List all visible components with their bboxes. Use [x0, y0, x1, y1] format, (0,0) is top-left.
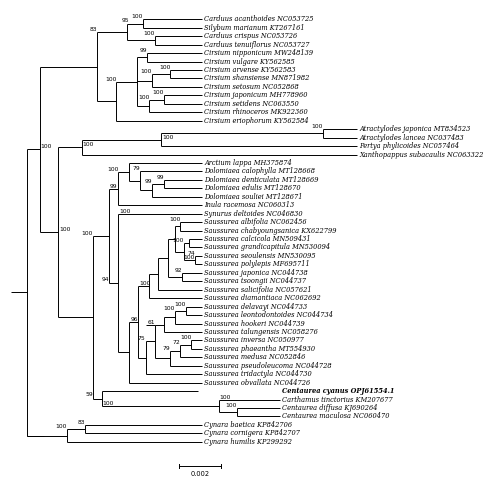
- Text: 100: 100: [144, 31, 155, 36]
- Text: Centaurea maculosa NC060470: Centaurea maculosa NC060470: [282, 412, 389, 421]
- Text: Saussurea hookeri NC044739: Saussurea hookeri NC044739: [204, 320, 305, 327]
- Text: Silybum marianum KT267161: Silybum marianum KT267161: [204, 24, 304, 32]
- Text: Cirsium vulgare KY562585: Cirsium vulgare KY562585: [204, 57, 295, 66]
- Text: 72: 72: [172, 340, 180, 345]
- Text: Arctium lappa MH375874: Arctium lappa MH375874: [204, 159, 292, 167]
- Text: Saussurea diamantiaca NC062692: Saussurea diamantiaca NC062692: [204, 294, 321, 302]
- Text: Carduus crispus NC053726: Carduus crispus NC053726: [204, 32, 298, 40]
- Text: Saussurea talungensis NC058276: Saussurea talungensis NC058276: [204, 328, 318, 336]
- Text: Xanthopappus subacaulis NC063322: Xanthopappus subacaulis NC063322: [360, 151, 484, 158]
- Text: Saussurea delavayi NC044733: Saussurea delavayi NC044733: [204, 303, 308, 311]
- Text: 100: 100: [82, 142, 94, 147]
- Text: 74: 74: [188, 251, 195, 256]
- Text: 100: 100: [226, 403, 237, 408]
- Text: Synurus deltoides NC046830: Synurus deltoides NC046830: [204, 210, 302, 218]
- Text: Saussurea obvallata NC044726: Saussurea obvallata NC044726: [204, 379, 310, 387]
- Text: Cirsium setosum NC052868: Cirsium setosum NC052868: [204, 83, 299, 91]
- Text: 100: 100: [159, 65, 170, 70]
- Text: 100: 100: [172, 238, 184, 243]
- Text: Saussurea pseudoleucoma NC044728: Saussurea pseudoleucoma NC044728: [204, 362, 332, 370]
- Text: 100: 100: [107, 167, 118, 172]
- Text: Cirsium eriophorum KY562584: Cirsium eriophorum KY562584: [204, 117, 308, 125]
- Text: Cynara baetica KP842706: Cynara baetica KP842706: [204, 421, 292, 429]
- Text: 100: 100: [174, 301, 186, 307]
- Text: 100: 100: [56, 424, 67, 429]
- Text: 79: 79: [132, 167, 140, 171]
- Text: Cynara cornigera KP842707: Cynara cornigera KP842707: [204, 429, 300, 438]
- Text: Saussurea salicifolia NC057621: Saussurea salicifolia NC057621: [204, 286, 312, 294]
- Text: Saussurea calcicola MN509431: Saussurea calcicola MN509431: [204, 235, 310, 243]
- Text: Saussurea phaeantha MT554930: Saussurea phaeantha MT554930: [204, 345, 315, 353]
- Text: Carthamus tinctorius KM207677: Carthamus tinctorius KM207677: [282, 396, 393, 404]
- Text: 99: 99: [144, 179, 152, 184]
- Text: 0.002: 0.002: [190, 470, 210, 477]
- Text: Saussurea tsoongii NC044737: Saussurea tsoongii NC044737: [204, 277, 306, 285]
- Text: Saussurea japonica NC044738: Saussurea japonica NC044738: [204, 269, 308, 277]
- Text: 100: 100: [152, 90, 164, 95]
- Text: 100: 100: [164, 306, 175, 311]
- Text: 100: 100: [82, 231, 92, 236]
- Text: 75: 75: [138, 337, 145, 341]
- Text: 83: 83: [78, 420, 86, 425]
- Text: Cirsium shansiense MN871982: Cirsium shansiense MN871982: [204, 74, 310, 83]
- Text: Centaurea diffusa KJ690264: Centaurea diffusa KJ690264: [282, 404, 377, 412]
- Text: Saussurea leontodontoides NC044734: Saussurea leontodontoides NC044734: [204, 311, 333, 319]
- Text: Carduus acanthoides NC053725: Carduus acanthoides NC053725: [204, 15, 314, 23]
- Text: Saussurea grandicapitula MN530094: Saussurea grandicapitula MN530094: [204, 243, 330, 252]
- Text: 79: 79: [162, 346, 170, 351]
- Text: 92: 92: [174, 268, 182, 273]
- Text: 100: 100: [105, 77, 117, 82]
- Text: Pertya phylicoides NC057464: Pertya phylicoides NC057464: [360, 142, 460, 150]
- Text: 100: 100: [162, 135, 173, 140]
- Text: Atractylodes lancea NC037483: Atractylodes lancea NC037483: [360, 134, 464, 142]
- Text: 100: 100: [119, 209, 130, 213]
- Text: Saussurea tridactyla NC044730: Saussurea tridactyla NC044730: [204, 370, 312, 378]
- Text: 100: 100: [180, 335, 192, 341]
- Text: 61: 61: [147, 320, 155, 325]
- Text: Atractylodes japonica MT834523: Atractylodes japonica MT834523: [360, 125, 470, 133]
- Text: Centaurea cyanus OPJ61554.1: Centaurea cyanus OPJ61554.1: [282, 387, 394, 395]
- Text: Cirsium rhinoceros MK922360: Cirsium rhinoceros MK922360: [204, 108, 308, 116]
- Text: 100: 100: [140, 69, 152, 74]
- Text: Carduus tenuiflorus NC053727: Carduus tenuiflorus NC053727: [204, 41, 310, 49]
- Text: Saussurea chabyoungsanica KX622799: Saussurea chabyoungsanica KX622799: [204, 227, 336, 235]
- Text: 100: 100: [312, 124, 323, 129]
- Text: 100: 100: [169, 217, 180, 222]
- Text: 100: 100: [220, 395, 231, 399]
- Text: 100: 100: [40, 144, 52, 149]
- Text: 99: 99: [110, 184, 118, 188]
- Text: 99: 99: [140, 48, 147, 53]
- Text: Cirsium arvense KY562583: Cirsium arvense KY562583: [204, 66, 296, 74]
- Text: Dolomiaea calophylla MT128668: Dolomiaea calophylla MT128668: [204, 168, 315, 175]
- Text: 100: 100: [59, 227, 70, 232]
- Text: Cirsium setidens NC063550: Cirsium setidens NC063550: [204, 100, 299, 108]
- Text: Dolomiaea edulis MT128670: Dolomiaea edulis MT128670: [204, 185, 300, 192]
- Text: 100: 100: [138, 95, 149, 99]
- Text: Cirsium japonicum MH778960: Cirsium japonicum MH778960: [204, 91, 308, 99]
- Text: 100: 100: [132, 14, 143, 19]
- Text: 95: 95: [122, 17, 129, 23]
- Text: Inula racemosa NC060313: Inula racemosa NC060313: [204, 201, 294, 209]
- Text: Saussurea medusa NC052846: Saussurea medusa NC052846: [204, 354, 306, 361]
- Text: Saussurea polylepis MF695711: Saussurea polylepis MF695711: [204, 260, 310, 269]
- Text: 59: 59: [85, 392, 92, 397]
- Text: Saussurea inversa NC050977: Saussurea inversa NC050977: [204, 337, 304, 344]
- Text: Cynara humilis KP299292: Cynara humilis KP299292: [204, 438, 292, 446]
- Text: Dolomiaea denticulata MT128669: Dolomiaea denticulata MT128669: [204, 176, 318, 184]
- Text: Dolomiaea souliei MT128671: Dolomiaea souliei MT128671: [204, 193, 302, 201]
- Text: Saussurea albifolia NC062456: Saussurea albifolia NC062456: [204, 218, 306, 226]
- Text: 94: 94: [102, 277, 109, 282]
- Text: 100: 100: [184, 255, 195, 260]
- Text: 99: 99: [156, 175, 164, 180]
- Text: Cirsium nipponicum MW248139: Cirsium nipponicum MW248139: [204, 49, 313, 57]
- Text: 96: 96: [130, 317, 138, 322]
- Text: 100: 100: [140, 281, 150, 286]
- Text: 83: 83: [90, 27, 98, 32]
- Text: Saussurea seoulensis MN530095: Saussurea seoulensis MN530095: [204, 252, 316, 260]
- Text: 100: 100: [102, 401, 114, 406]
